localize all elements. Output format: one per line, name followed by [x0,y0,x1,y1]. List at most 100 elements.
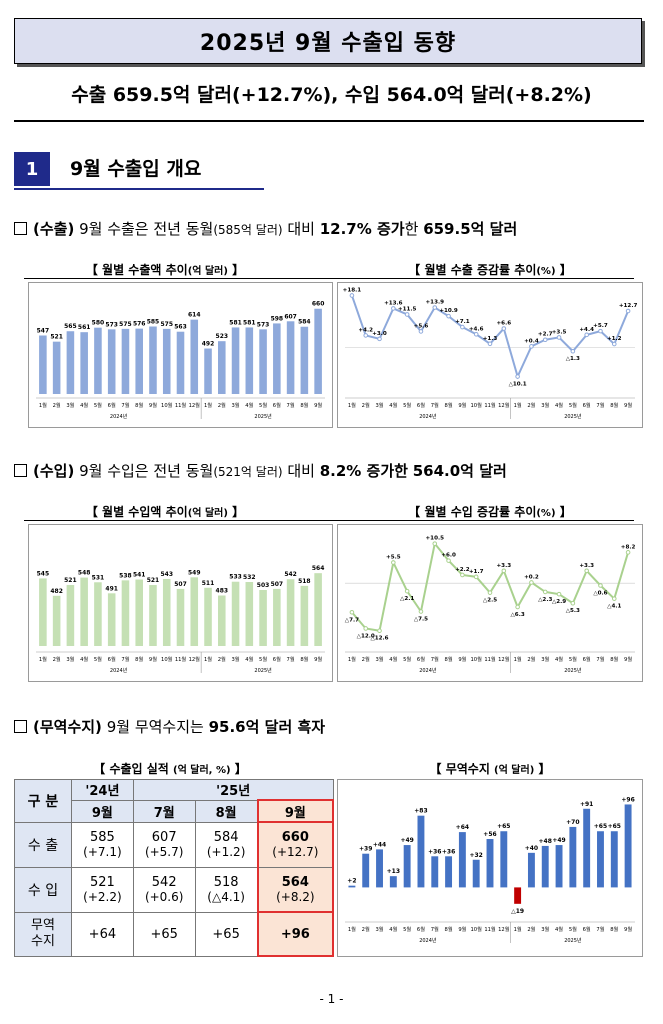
month-tick-label: 7월 [596,401,604,409]
month-tick-label: 4월 [389,401,397,409]
data-point [611,596,617,601]
month-tick-label: 6월 [417,925,425,933]
month-tick-label: 8월 [300,401,308,409]
bar [472,859,480,888]
month-tick-label: 11월 [175,401,187,409]
table-col-highlight: 9월 [256,799,335,823]
year-label: 2024년 [419,937,437,944]
bar [190,319,199,394]
month-tick-label: 5월 [259,401,267,409]
bar [417,815,425,888]
bar [273,588,281,646]
import-growth-chart: △7.7△12.0△12.6+5.5△2.1△7.5+10.5+6.0+2.2 +… [337,524,643,682]
bar-value-label: +44 [373,841,386,848]
bar-value-label: 614 [188,312,201,319]
bar-value-label: +39 [359,846,372,853]
bar-value-label: +56 [483,831,496,838]
year-label: 2025년 [564,667,582,674]
month-tick-label: 3월 [375,925,383,933]
month-tick-label: 6월 [108,401,116,409]
bar [245,327,254,394]
bar [431,856,439,888]
bar [162,578,171,646]
month-tick-label: 6월 [273,401,281,409]
bar-value-label: 491 [105,585,118,592]
bar-value-label: 482 [50,588,63,595]
table-cell: 585 (+7.1) [71,821,134,868]
data-point [377,336,382,342]
data-label: +0.4 [524,338,539,344]
bar [362,853,370,888]
bar [39,335,47,394]
month-tick-label: 4월 [555,401,563,409]
month-tick-label: 10월 [471,401,483,409]
data-point [460,324,465,330]
data-label: △12.6 [370,636,388,642]
bar [286,321,295,394]
month-tick-label: 7월 [431,925,439,933]
bar [527,852,535,888]
month-tick-label: 7월 [596,925,604,933]
table-col: 8월 [194,799,259,823]
month-tick-label: 1월 [514,655,522,663]
table-cell-highlight: 564 (+8.2) [256,866,335,913]
data-label: △6.3 [511,612,525,618]
month-tick-label: 8월 [445,655,453,663]
data-label: △4.1 [607,604,621,610]
bar-value-label: 511 [202,580,215,587]
bar-value-label: 521 [50,334,63,341]
bar-value-label: +65 [594,823,607,830]
table-cell-highlight: 660 (+12.7) [256,821,335,868]
table-row-label: 수 입 [14,866,72,913]
bar [66,585,75,646]
month-tick-label: 5월 [259,655,267,663]
data-label: +5.7 [593,323,608,329]
import-growth-title: 【 월별 수입 증감률 추이(%) 】 [408,505,572,519]
month-tick-label: 11월 [484,925,496,933]
section-number: 1 [14,152,50,186]
bar-value-label: +91 [580,801,593,808]
bar-value-label: 584 [298,319,311,326]
bar-value-label: 581 [229,319,242,326]
data-label: +8.2 [621,544,636,550]
data-label: +3.3 [497,563,512,569]
month-tick-label: 12월 [189,401,201,409]
export-amount-title: 【 월별 수출액 추이(억 달러) 】 [85,263,245,277]
month-tick-label: 9월 [314,401,322,409]
month-tick-label: 2월 [53,655,61,663]
bar [500,831,508,888]
data-label: +3.0 [372,331,387,337]
table-cell: +64 [71,911,134,957]
export-growth-chart: +18.1 +4.2+3.0 +13.6+11.5 +5.6 +13.9 +10.9 +7.… [337,282,643,428]
data-label: +5.6 [414,323,429,329]
bar [555,845,563,888]
data-point [501,326,507,331]
bar-value-label: +49 [400,837,413,844]
bar-value-label: +49 [552,837,565,844]
month-tick-label: 2월 [218,655,226,663]
performance-title: 【 수출입 실적 (억 달러, %) 】 [93,762,247,776]
month-tick-label: 12월 [498,925,510,933]
data-label: +2.7 [538,332,553,338]
data-point [598,583,603,588]
data-point [404,588,410,594]
data-label: △10.1 [509,382,527,388]
bar-value-label: 503 [257,582,270,589]
bar-value-label: +48 [539,838,552,845]
bar [245,582,254,646]
bar-value-label: +96 [621,796,634,803]
bar-value-label: 483 [216,588,229,595]
month-tick-label: 2월 [362,401,370,409]
import-bullet: (수입) 9월 수입은 전년 동월(521억 달러) 대비 8.2% 증가한 5… [14,460,507,481]
section-title: 9월 수출입 개요 [70,158,202,180]
month-tick-label: 5월 [569,655,577,663]
table-row-label: 수 출 [14,821,72,868]
balance-bullet: (무역수지) 9월 무역수지는 95.6억 달러 흑자 [14,716,325,737]
data-label: +10.5 [426,536,445,542]
data-point [542,589,548,595]
bar [314,573,322,646]
bar [259,329,267,394]
year-label: 2025년 [564,413,582,420]
bar-value-label: 521 [147,577,160,584]
bullet-box-icon [14,720,27,733]
